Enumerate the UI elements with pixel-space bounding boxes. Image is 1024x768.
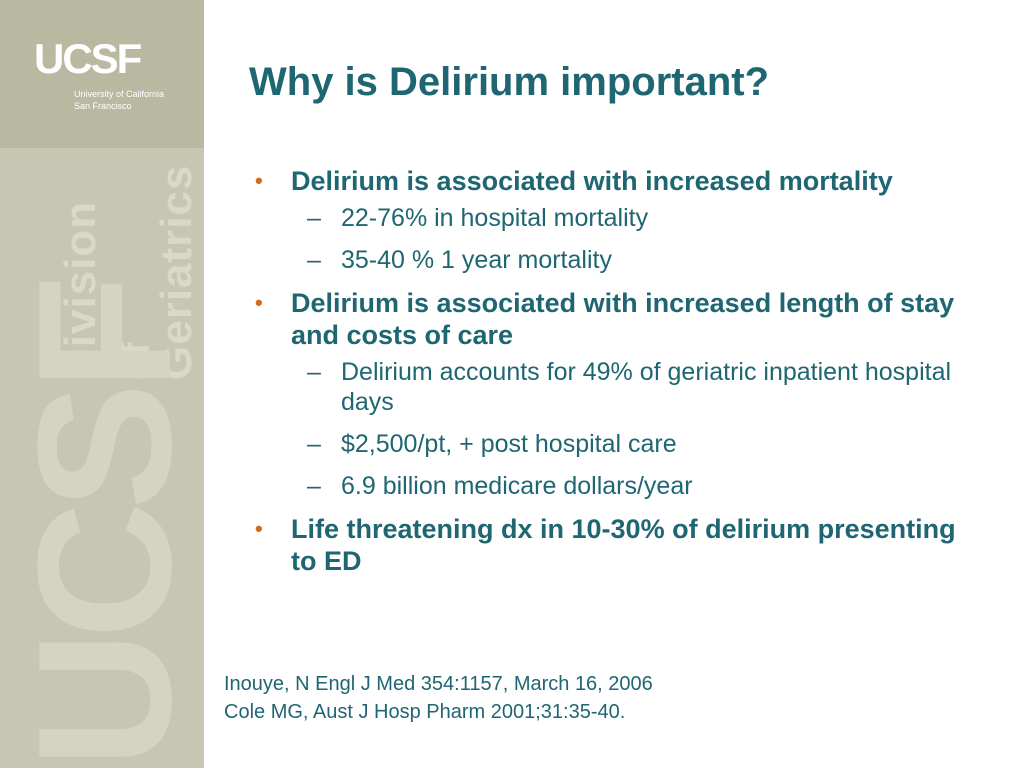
- bullet-life-threatening: • Life threatening dx in 10-30% of delir…: [255, 513, 975, 577]
- bullet-text: Delirium is associated with increased mo…: [291, 166, 893, 196]
- sub-bullet: – 22-76% in hospital mortality: [255, 203, 975, 233]
- ucsf-watermark: UCSF: [0, 282, 204, 768]
- sidebar-branding: UCSF University of California San Franci…: [0, 0, 204, 768]
- sidebar-lower-panel: [0, 148, 204, 768]
- reference-inouye: Inouye, N Engl J Med 354:1157, March 16,…: [224, 673, 653, 695]
- bullet-text: Life threatening dx in 10-30% of deliriu…: [291, 514, 956, 576]
- sub-bullet: – Delirium accounts for 49% of geriatric…: [255, 357, 975, 417]
- logo-panel: [0, 0, 204, 148]
- bullet-marker: •: [255, 290, 263, 315]
- reference-cole: Cole MG, Aust J Hosp Pharm 2001;31:35-40…: [224, 701, 626, 723]
- bullet-marker: •: [255, 516, 263, 541]
- slide-title: Why is Delirium important?: [249, 60, 770, 104]
- logo-subtitle-line1: University of California: [74, 89, 165, 99]
- dash-marker: –: [307, 472, 321, 500]
- logo-subtitle-line2: San Francisco: [74, 101, 132, 111]
- bullet-mortality: • Delirium is associated with increased …: [255, 165, 975, 197]
- sub-bullet: – 35-40 % 1 year mortality: [255, 245, 975, 275]
- dash-marker: –: [307, 246, 321, 274]
- sub-bullet: – 6.9 billion medicare dollars/year: [255, 471, 975, 501]
- dash-marker: –: [307, 204, 321, 232]
- sub-bullet-text: 22-76% in hospital mortality: [341, 204, 649, 232]
- sub-bullet-text: Delirium accounts for 49% of geriatric i…: [341, 358, 952, 416]
- logo-subtitle: University of California San Francisco: [74, 88, 164, 112]
- bullet-text: Delirium is associated with increased le…: [291, 288, 955, 350]
- bullet-length-of-stay: • Delirium is associated with increased …: [255, 287, 975, 351]
- dash-marker: –: [307, 358, 321, 386]
- sub-bullet-text: 6.9 billion medicare dollars/year: [341, 472, 693, 500]
- ucsf-logo: UCSF: [34, 35, 142, 82]
- sub-bullet-text: $2,500/pt, + post hospital care: [341, 430, 677, 458]
- sub-bullet-text: 35-40 % 1 year mortality: [341, 246, 612, 274]
- dash-marker: –: [307, 430, 321, 458]
- bullet-marker: •: [255, 168, 263, 193]
- references: Inouye, N Engl J Med 354:1157, March 16,…: [224, 670, 653, 726]
- slide-content: • Delirium is associated with increased …: [255, 165, 975, 583]
- sub-bullet: – $2,500/pt, + post hospital care: [255, 429, 975, 459]
